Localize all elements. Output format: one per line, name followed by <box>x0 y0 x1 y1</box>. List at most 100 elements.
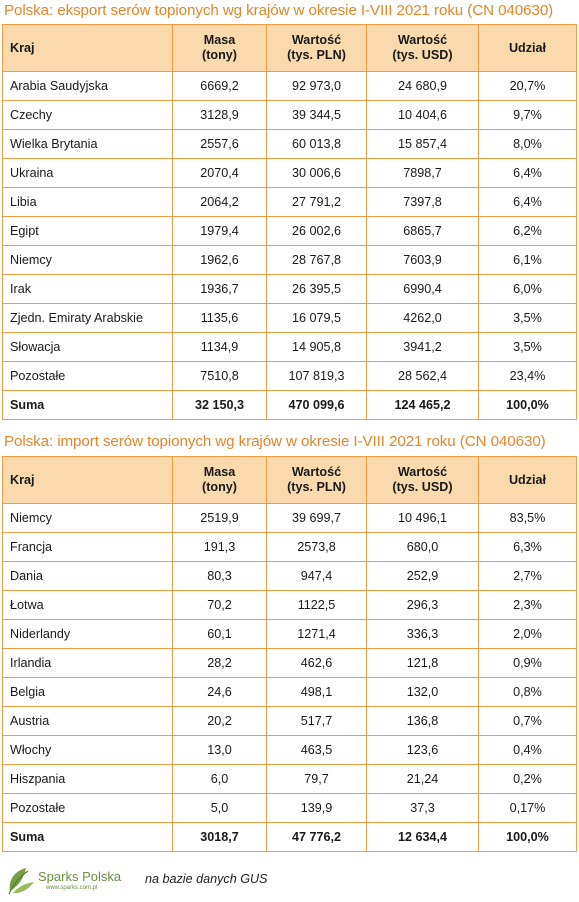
column-header: Wartość (tys. PLN) <box>266 456 367 504</box>
value-cell: 100,0% <box>478 390 577 420</box>
value-cell: 26 395,5 <box>266 274 367 304</box>
value-cell: 2,3% <box>478 590 577 620</box>
country-cell: Niderlandy <box>2 619 173 649</box>
table-row: Belgia 24,6 498,1 132,0 0,8% <box>2 677 577 707</box>
value-cell: 2064,2 <box>172 187 267 217</box>
value-cell: 1979,4 <box>172 216 267 246</box>
value-cell: 6669,2 <box>172 71 267 101</box>
value-cell: 15 857,4 <box>366 129 479 159</box>
value-cell: 6,2% <box>478 216 577 246</box>
country-cell: Suma <box>2 390 173 420</box>
country-cell: Arabia Saudyjska <box>2 71 173 101</box>
sum-row: Suma 32 150,3 470 099,6 124 465,2 100,0% <box>2 390 577 420</box>
value-cell: 60,1 <box>172 619 267 649</box>
value-cell: 6,4% <box>478 187 577 217</box>
logo-name: Sparks Polska <box>38 869 122 884</box>
value-cell: 680,0 <box>366 532 479 562</box>
country-cell: Niemcy <box>2 245 173 275</box>
value-cell: 28,2 <box>172 648 267 678</box>
table-header-row: Kraj Masa (tony) Wartość (tys. PLN) Wartość (t… <box>2 24 577 72</box>
table-row: Niderlandy 60,1 1271,4 336,3 2,0% <box>2 619 577 649</box>
country-cell: Dania <box>2 561 173 591</box>
value-cell: 3018,7 <box>172 822 267 852</box>
value-cell: 7898,7 <box>366 158 479 188</box>
value-cell: 3128,9 <box>172 100 267 130</box>
column-header: Masa (tony) <box>172 24 267 72</box>
table-row: Zjedn. Emiraty Arabskie 1135,6 16 079,5 426… <box>2 303 577 333</box>
value-cell: 13,0 <box>172 735 267 765</box>
export-table-title: Polska: eksport serów topionych wg krajó… <box>4 2 554 19</box>
value-cell: 10 404,6 <box>366 100 479 130</box>
table-row: Czechy 3128,9 39 344,5 10 404,6 9,7% <box>2 100 577 130</box>
country-cell: Hiszpania <box>2 764 173 794</box>
value-cell: 498,1 <box>266 677 367 707</box>
value-cell: 10 496,1 <box>366 503 479 533</box>
value-cell: 296,3 <box>366 590 479 620</box>
country-cell: Niemcy <box>2 503 173 533</box>
country-cell: Ukraina <box>2 158 173 188</box>
value-cell: 6,0 <box>172 764 267 794</box>
value-cell: 47 776,2 <box>266 822 367 852</box>
value-cell: 517,7 <box>266 706 367 736</box>
value-cell: 191,3 <box>172 532 267 562</box>
value-cell: 947,4 <box>266 561 367 591</box>
sparks-polska-logo: Sparks Polska www.sparks.com.pl <box>4 863 134 897</box>
import-table: Kraj Masa (tony) Wartość (tys. PLN) Wartość (t… <box>2 456 577 852</box>
value-cell: 470 099,6 <box>266 390 367 420</box>
country-cell: Libia <box>2 187 173 217</box>
value-cell: 2070,4 <box>172 158 267 188</box>
table-row: Ukraina 2070,4 30 006,6 7898,7 6,4% <box>2 158 577 188</box>
table-row: Francja 191,3 2573,8 680,0 6,3% <box>2 532 577 562</box>
value-cell: 70,2 <box>172 590 267 620</box>
value-cell: 1936,7 <box>172 274 267 304</box>
column-header: Udział <box>478 456 577 504</box>
value-cell: 252,9 <box>366 561 479 591</box>
table-row: Wielka Brytania 2557,6 60 013,8 15 857,4 8,0… <box>2 129 577 159</box>
country-cell: Wielka Brytania <box>2 129 173 159</box>
value-cell: 21,24 <box>366 764 479 794</box>
table-row: Słowacja 1134,9 14 905,8 3941,2 3,5% <box>2 332 577 362</box>
value-cell: 462,6 <box>266 648 367 678</box>
value-cell: 121,8 <box>366 648 479 678</box>
value-cell: 28 562,4 <box>366 361 479 391</box>
value-cell: 2557,6 <box>172 129 267 159</box>
table-row: Irlandia 28,2 462,6 121,8 0,9% <box>2 648 577 678</box>
value-cell: 124 465,2 <box>366 390 479 420</box>
table-header-row: Kraj Masa (tony) Wartość (tys. PLN) Wartość (t… <box>2 456 577 504</box>
value-cell: 0,7% <box>478 706 577 736</box>
table-row: Hiszpania 6,0 79,7 21,24 0,2% <box>2 764 577 794</box>
table-row: Niemcy 1962,6 28 767,8 7603,9 6,1% <box>2 245 577 275</box>
value-cell: 3,5% <box>478 303 577 333</box>
value-cell: 16 079,5 <box>266 303 367 333</box>
value-cell: 32 150,3 <box>172 390 267 420</box>
value-cell: 4262,0 <box>366 303 479 333</box>
value-cell: 7397,8 <box>366 187 479 217</box>
value-cell: 28 767,8 <box>266 245 367 275</box>
value-cell: 26 002,6 <box>266 216 367 246</box>
value-cell: 27 791,2 <box>266 187 367 217</box>
leaf-logo-icon <box>8 868 34 895</box>
value-cell: 1271,4 <box>266 619 367 649</box>
country-cell: Włochy <box>2 735 173 765</box>
value-cell: 1962,6 <box>172 245 267 275</box>
value-cell: 79,7 <box>266 764 367 794</box>
value-cell: 14 905,8 <box>266 332 367 362</box>
value-cell: 3941,2 <box>366 332 479 362</box>
country-cell: Austria <box>2 706 173 736</box>
value-cell: 6990,4 <box>366 274 479 304</box>
value-cell: 92 973,0 <box>266 71 367 101</box>
value-cell: 20,7% <box>478 71 577 101</box>
value-cell: 9,7% <box>478 100 577 130</box>
table-row: Pozostałe 5,0 139,9 37,3 0,17% <box>2 793 577 823</box>
value-cell: 336,3 <box>366 619 479 649</box>
value-cell: 123,6 <box>366 735 479 765</box>
country-cell: Czechy <box>2 100 173 130</box>
value-cell: 39 699,7 <box>266 503 367 533</box>
value-cell: 6,1% <box>478 245 577 275</box>
value-cell: 7603,9 <box>366 245 479 275</box>
value-cell: 0,4% <box>478 735 577 765</box>
column-header: Masa (tony) <box>172 456 267 504</box>
column-header: Udział <box>478 24 577 72</box>
logo-url: www.sparks.com.pl <box>46 885 98 891</box>
value-cell: 0,17% <box>478 793 577 823</box>
